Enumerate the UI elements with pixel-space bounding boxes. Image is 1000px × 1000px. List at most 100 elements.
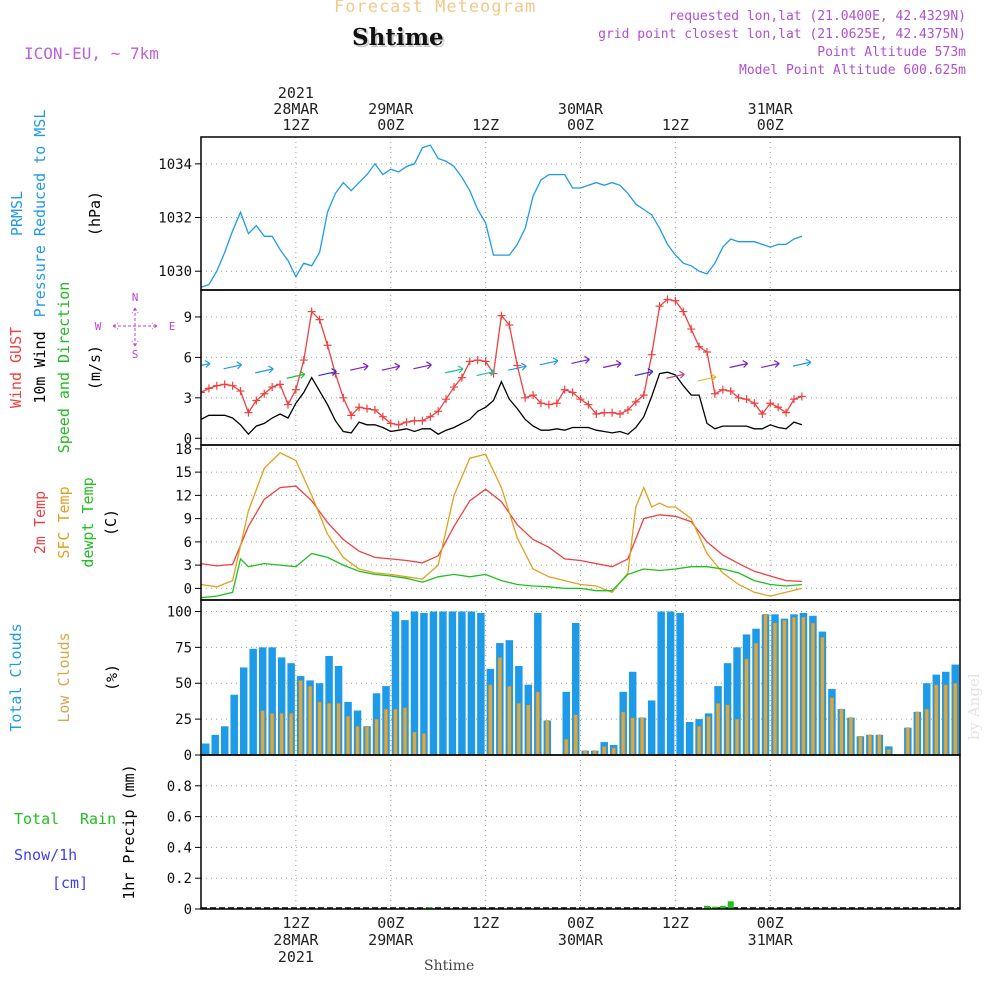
total-cloud-bar: [239, 667, 248, 755]
low-cloud-bar: [877, 734, 882, 755]
gust-marker: [291, 385, 300, 394]
total-cloud-bar: [277, 657, 286, 755]
precip-legend-label: Snow/1h: [14, 846, 77, 864]
gust-marker: [394, 420, 403, 429]
low-cloud-bar: [317, 701, 322, 755]
low-cloud-bar: [383, 708, 389, 755]
low-cloud-bar: [270, 713, 275, 755]
low-cloud-bar: [763, 614, 768, 755]
total-cloud-bar: [458, 611, 466, 755]
low-cloud-bar: [592, 750, 597, 755]
wind-direction-arrow: [255, 368, 274, 374]
gust-marker: [623, 405, 632, 414]
low-cloud-bar: [279, 713, 284, 755]
gust-marker: [529, 391, 538, 400]
gust-marker: [544, 400, 553, 409]
low-cloud-bar: [507, 685, 512, 755]
wind-direction-arrow: [476, 370, 495, 377]
total-cloud-bar: [647, 700, 656, 755]
wind-direction-arrow-head: [331, 368, 337, 376]
wind-direction-arrow: [201, 362, 211, 367]
gust-marker: [742, 395, 751, 404]
wind-direction-arrow: [413, 364, 432, 370]
low-cloud-bar: [886, 749, 891, 755]
total-cloud-bar: [657, 611, 665, 755]
gust-marker: [536, 399, 545, 408]
model-name: ICON-EU, ~ 7km: [24, 44, 159, 63]
wind-panel-frame: [200, 289, 961, 446]
temperature-y-tick-label: 6: [184, 535, 192, 551]
low-cloud-bar: [953, 682, 958, 755]
wind-direction-arrow-head: [773, 359, 780, 368]
total-cloud-bar: [420, 612, 428, 755]
wind-y-tick-label: 3: [184, 391, 192, 407]
wind-y-tick-label: 6: [184, 350, 192, 366]
wind-direction-arrow: [634, 370, 653, 377]
wind-direction-arrow: [286, 373, 306, 379]
wind-direction-arrow: [697, 376, 717, 382]
wind-direction-arrow: [223, 364, 242, 370]
clouds-panel-frame: [200, 599, 961, 756]
gust-marker: [386, 419, 395, 428]
low-cloud-bar: [725, 704, 730, 755]
wind-direction-arrow: [349, 365, 369, 371]
top-time-tick-label: 2021: [278, 84, 314, 102]
top-time-tick-label: 12Z: [662, 116, 689, 134]
model-altitude: Model Point Altitude 600.625m: [739, 63, 966, 78]
temperature-axis-label: (C): [102, 509, 120, 536]
low-cloud-bar: [791, 616, 797, 755]
top-time-tick-label: 28MAR: [273, 100, 319, 118]
gust-marker: [473, 356, 482, 365]
low-cloud-bar: [393, 708, 398, 755]
compass-west: W: [95, 320, 102, 333]
precip-y-tick-label: 0.2: [167, 871, 192, 887]
gust-marker: [584, 400, 593, 409]
low-cloud-bar: [374, 718, 379, 755]
low-cloud-bar: [564, 738, 569, 755]
gust-marker: [703, 348, 711, 356]
gust-marker: [710, 389, 719, 398]
low-cloud-bar: [526, 704, 531, 755]
gust-marker: [307, 307, 316, 316]
wind-direction-arrow: [381, 365, 400, 371]
pressure-y-tick-label: 1032: [158, 211, 192, 227]
gust-marker: [671, 296, 680, 305]
precip-panel-frame: [200, 754, 961, 910]
low-cloud-bar: [782, 619, 787, 755]
pressure-axis-label: Pressure Reduced to MSL: [31, 110, 49, 318]
precip-y-tick-label: 0.8: [167, 779, 192, 795]
dewpt-temp-line: [201, 552, 802, 599]
gust-marker: [639, 391, 648, 400]
rain-bar: [719, 905, 726, 909]
pressure-y-tick-label: 1030: [158, 264, 192, 280]
wind-direction-arrow-head: [426, 361, 432, 370]
gust-marker: [347, 411, 356, 420]
rain-bar: [711, 906, 718, 909]
temperature-axis-label: dewpt Temp: [79, 477, 97, 567]
low-cloud-bar: [402, 707, 408, 755]
gust-marker: [244, 408, 253, 417]
wind-direction-arrow-head: [615, 359, 622, 368]
low-cloud-bar: [915, 711, 920, 755]
low-cloud-bar: [289, 713, 294, 755]
total-cloud-bar: [534, 612, 542, 755]
total-cloud-bar: [685, 721, 694, 755]
top-time-tick-label: 00Z: [377, 116, 404, 134]
pressure-y-tick-label: 1034: [158, 157, 192, 173]
grid-coords: grid point closest lon,lat (21.0625E, 42…: [598, 27, 966, 42]
precip-y-tick-label: 0.4: [167, 840, 192, 856]
low-cloud-bar: [497, 657, 502, 755]
gust-marker: [552, 399, 561, 408]
low-cloud-bar: [810, 622, 816, 755]
rain-bar: [704, 905, 710, 909]
low-cloud-bar: [355, 726, 360, 755]
gust-marker: [201, 388, 205, 397]
gust-marker: [378, 412, 387, 421]
gust-marker: [212, 381, 221, 390]
gust-marker: [782, 408, 791, 417]
low-cloud-bar: [943, 684, 948, 755]
low-cloud-bar: [820, 637, 825, 755]
clouds-y-tick-label: 0: [184, 748, 192, 764]
low-cloud-bar: [336, 703, 341, 755]
wind-direction-arrow: [729, 362, 748, 369]
